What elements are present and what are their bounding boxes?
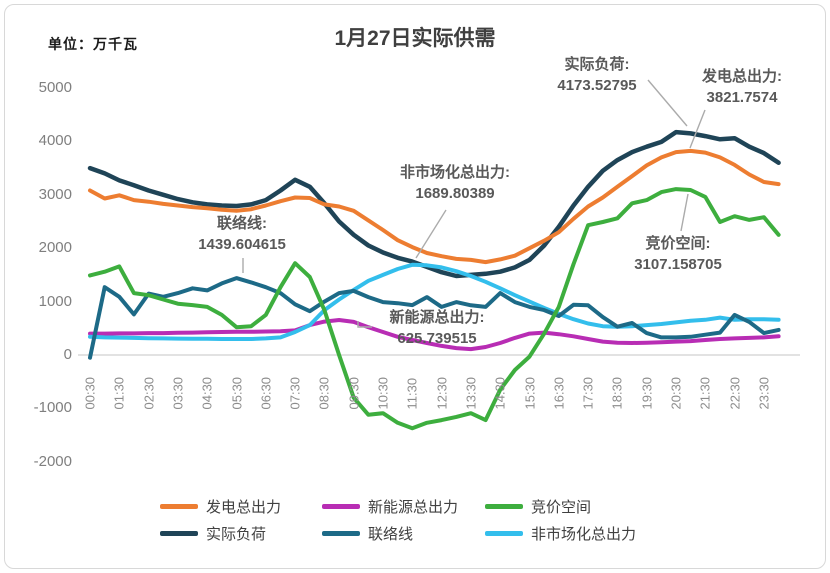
- series-line-tie_line: [88, 276, 781, 360]
- series-line-non_market: [88, 262, 781, 341]
- legend-label: 新能源总出力: [368, 498, 459, 516]
- x-tick-label: 14:30: [492, 376, 508, 410]
- legend-label: 联络线: [368, 525, 414, 543]
- annotation-leader-new_energy: [357, 321, 372, 328]
- legend-swatch-generation: [160, 503, 198, 509]
- x-tick-label: 21:30: [697, 376, 713, 410]
- x-tick-label: 10:30: [375, 376, 391, 410]
- x-tick-label: 09:30: [346, 376, 362, 410]
- legend-item-load: 实际负荷: [160, 523, 266, 543]
- legend-label: 非市场化总出力: [531, 525, 637, 543]
- x-tick-label: 18:30: [609, 376, 625, 410]
- chart-card: [4, 4, 826, 569]
- y-tick-label: 0: [63, 346, 72, 363]
- annotation-generation: 发电总出力: 3821.7574: [702, 68, 782, 106]
- legend-item-non_market: 非市场化总出力: [485, 523, 636, 543]
- x-tick-label: 07:30: [287, 376, 303, 410]
- legend-swatch-non_market: [485, 530, 523, 536]
- y-tick-label: -2000: [33, 452, 72, 470]
- annotation-non_market: 非市场化总出力: 1689.80389: [400, 164, 510, 202]
- y-tick-label: 4000: [38, 132, 72, 150]
- legend-swatch-load: [160, 530, 198, 536]
- annotation-load: 实际负荷: 4173.52795: [557, 56, 637, 94]
- annotation-bidding_space: 竞价空间: 3107.158705: [634, 235, 722, 273]
- x-tick-label: 22:30: [727, 376, 743, 410]
- x-tick-label: 03:30: [170, 376, 186, 410]
- annotation-new_energy: 新能源总出力: 625.739515: [389, 309, 485, 347]
- legend-swatch-bidding_space: [485, 503, 523, 509]
- x-tick-label: 11:30: [404, 377, 420, 410]
- legend-swatch-tie_line: [322, 530, 360, 536]
- legend-label: 发电总出力: [206, 498, 282, 516]
- x-tick-label: 20:30: [668, 376, 684, 410]
- y-tick-label: 1000: [38, 292, 72, 310]
- y-tick-label: -1000: [33, 399, 72, 417]
- legend-item-tie_line: 联络线: [322, 523, 413, 543]
- unit-label: 单位：万千瓦: [48, 36, 138, 52]
- annotation-leader-bidding_space: [680, 193, 689, 232]
- legend-item-generation: 发电总出力: [160, 496, 281, 516]
- x-tick-label: 15:30: [522, 376, 537, 410]
- y-tick-label: 2000: [38, 239, 72, 257]
- legend-swatch-new_energy: [322, 503, 360, 509]
- annotation-leader-generation: [689, 109, 706, 149]
- chart-title: 1月27日实际供需: [334, 27, 496, 50]
- y-tick-label: 5000: [38, 79, 72, 96]
- x-tick-label: 16:30: [551, 376, 567, 410]
- series-line-new_energy: [88, 318, 781, 352]
- x-tick-label: 08:30: [316, 376, 332, 410]
- series-line-load: [87, 129, 781, 279]
- x-tick-label: 04:30: [199, 376, 215, 410]
- legend-label: 竞价空间: [531, 498, 592, 516]
- x-tick-label: 12:30: [434, 376, 450, 410]
- x-tick-label: 23:30: [756, 376, 772, 410]
- legend-item-new_energy: 新能源总出力: [322, 496, 458, 516]
- x-tick-label: 17:30: [580, 376, 596, 410]
- legend-item-bidding_space: 竞价空间: [485, 496, 591, 516]
- annotation-leader-non_market: [415, 209, 447, 259]
- annotation-leader-load: [647, 79, 688, 127]
- x-tick-label: 05:30: [229, 376, 244, 410]
- x-tick-label: 13:30: [463, 376, 479, 410]
- x-tick-label: 01:30: [111, 376, 127, 410]
- x-tick-label: 02:30: [141, 376, 157, 410]
- y-tick-label: 3000: [38, 185, 72, 203]
- series-line-generation: [88, 148, 781, 265]
- annotation-tie_line: 联络线: 1439.604615: [198, 215, 286, 253]
- x-tick-label: 19:30: [639, 376, 655, 410]
- series-line-bidding_space: [88, 187, 781, 431]
- x-tick-label: 06:30: [258, 376, 274, 410]
- x-tick-label: 00:30: [82, 376, 98, 410]
- legend-label: 实际负荷: [206, 525, 267, 543]
